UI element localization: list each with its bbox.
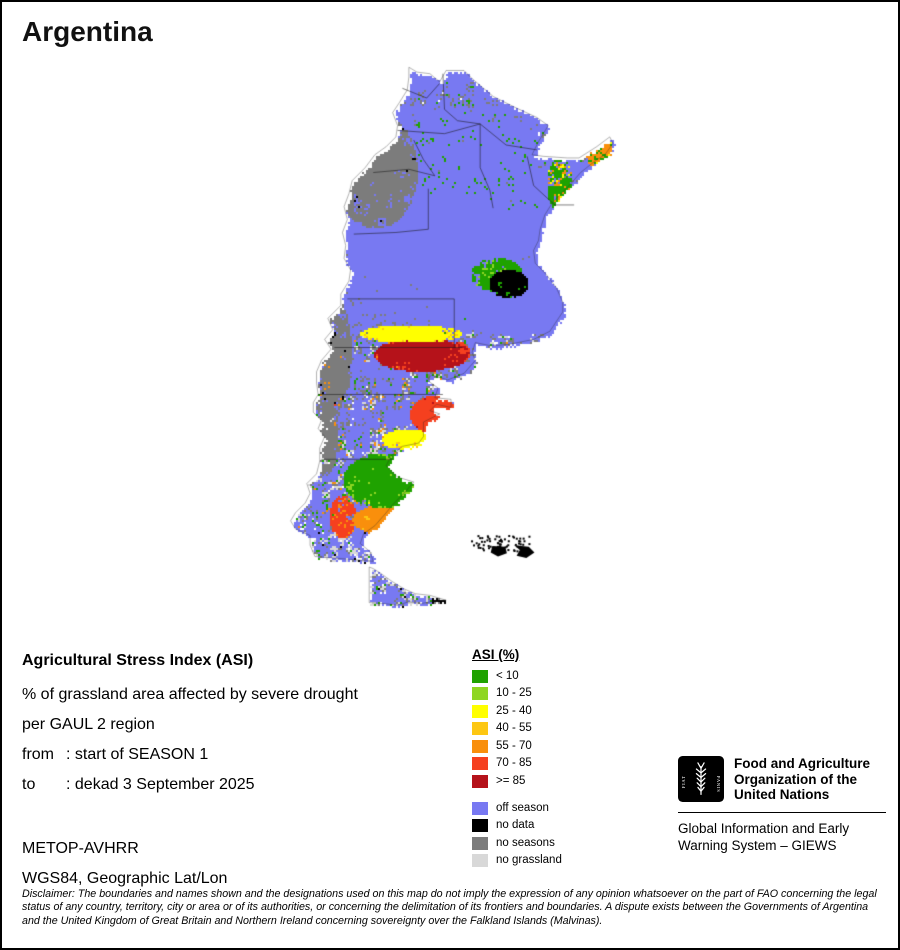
legend-swatch xyxy=(472,722,488,735)
wheat-icon xyxy=(695,762,707,795)
legend-swatch xyxy=(472,819,488,832)
attribution-divider xyxy=(678,811,886,813)
asi-heading: Agricultural Stress Index (ASI) xyxy=(22,652,254,669)
legend-row: 40 - 55 xyxy=(472,722,562,736)
legend-swatch xyxy=(472,774,488,788)
period-to: to : dekad 3 September 2025 xyxy=(22,776,255,794)
legend-label: 70 - 85 xyxy=(496,757,532,769)
legend-row: no data xyxy=(472,819,562,833)
asi-subtitle-2: per GAUL 2 region xyxy=(22,716,155,733)
fao-org-name: Food and Agriculture Organization of the… xyxy=(734,756,870,802)
legend-label: < 10 xyxy=(496,669,519,682)
fao-logo: FIAT PANIS xyxy=(678,756,724,802)
fao-motto-left: FIAT xyxy=(681,775,686,788)
legend-row: 55 - 70 xyxy=(472,739,562,753)
giews-program-name: Global Information and Early Warning Sys… xyxy=(678,820,850,853)
legend-label: no data xyxy=(496,819,535,831)
period-to-value: : dekad 3 September 2025 xyxy=(66,776,255,793)
legend-swatch xyxy=(472,739,488,753)
legend-label: no grassland xyxy=(496,854,562,866)
legend-swatch xyxy=(472,687,488,700)
fao-attribution-block: FIAT PANIS Food and Agriculture Organiza… xyxy=(678,756,890,854)
legend-swatch xyxy=(472,854,488,867)
legend-row: 10 - 25 xyxy=(472,687,562,701)
legend-row: < 10 xyxy=(472,669,562,683)
legend-row: 70 - 85 xyxy=(472,757,562,771)
period-from: from : start of SEASON 1 xyxy=(22,746,208,764)
legend-swatch xyxy=(472,836,488,850)
fao-motto-right: PANIS xyxy=(716,776,721,793)
legend-swatch xyxy=(472,801,488,815)
legend-row: >= 85 xyxy=(472,774,562,788)
legend-label: no seasons xyxy=(496,836,555,849)
legend-label: 40 - 55 xyxy=(496,722,532,734)
sensor-name: METOP-AVHRR xyxy=(22,840,139,857)
projection-name: WGS84, Geographic Lat/Lon xyxy=(22,870,228,887)
legend-row: 25 - 40 xyxy=(472,704,562,718)
legend-label: 55 - 70 xyxy=(496,739,532,752)
legend-label: >= 85 xyxy=(496,774,526,787)
asi-legend-title: ASI (%) xyxy=(472,647,520,662)
legend-label: off season xyxy=(496,801,549,814)
legend-swatch xyxy=(472,757,488,770)
legend-label: 25 - 40 xyxy=(496,704,532,717)
period-to-label: to xyxy=(22,776,36,793)
asi-subtitle-1: % of grassland area affected by severe d… xyxy=(22,686,358,703)
period-from-value: : start of SEASON 1 xyxy=(66,746,209,763)
page-title: Argentina xyxy=(22,16,153,47)
period-from-label: from xyxy=(22,746,54,763)
disclaimer-text: Disclaimer: The boundaries and names sho… xyxy=(22,888,877,927)
asi-legend: ASI (%) < 10 10 - 25 25 - 40 40 - 55 55 - 70… xyxy=(472,647,562,871)
asi-legend-classes: < 10 10 - 25 25 - 40 40 - 55 55 - 70 70 - 85 >… xyxy=(472,669,562,788)
legend-swatch xyxy=(472,704,488,718)
legend-swatch xyxy=(472,669,488,683)
legend-row: no seasons xyxy=(472,836,562,850)
legend-row: off season xyxy=(472,801,562,815)
legend-row: no grassland xyxy=(472,854,562,868)
legend-label: 10 - 25 xyxy=(496,687,532,699)
asi-legend-extra: off season no data no seasons no grassland xyxy=(472,801,562,868)
